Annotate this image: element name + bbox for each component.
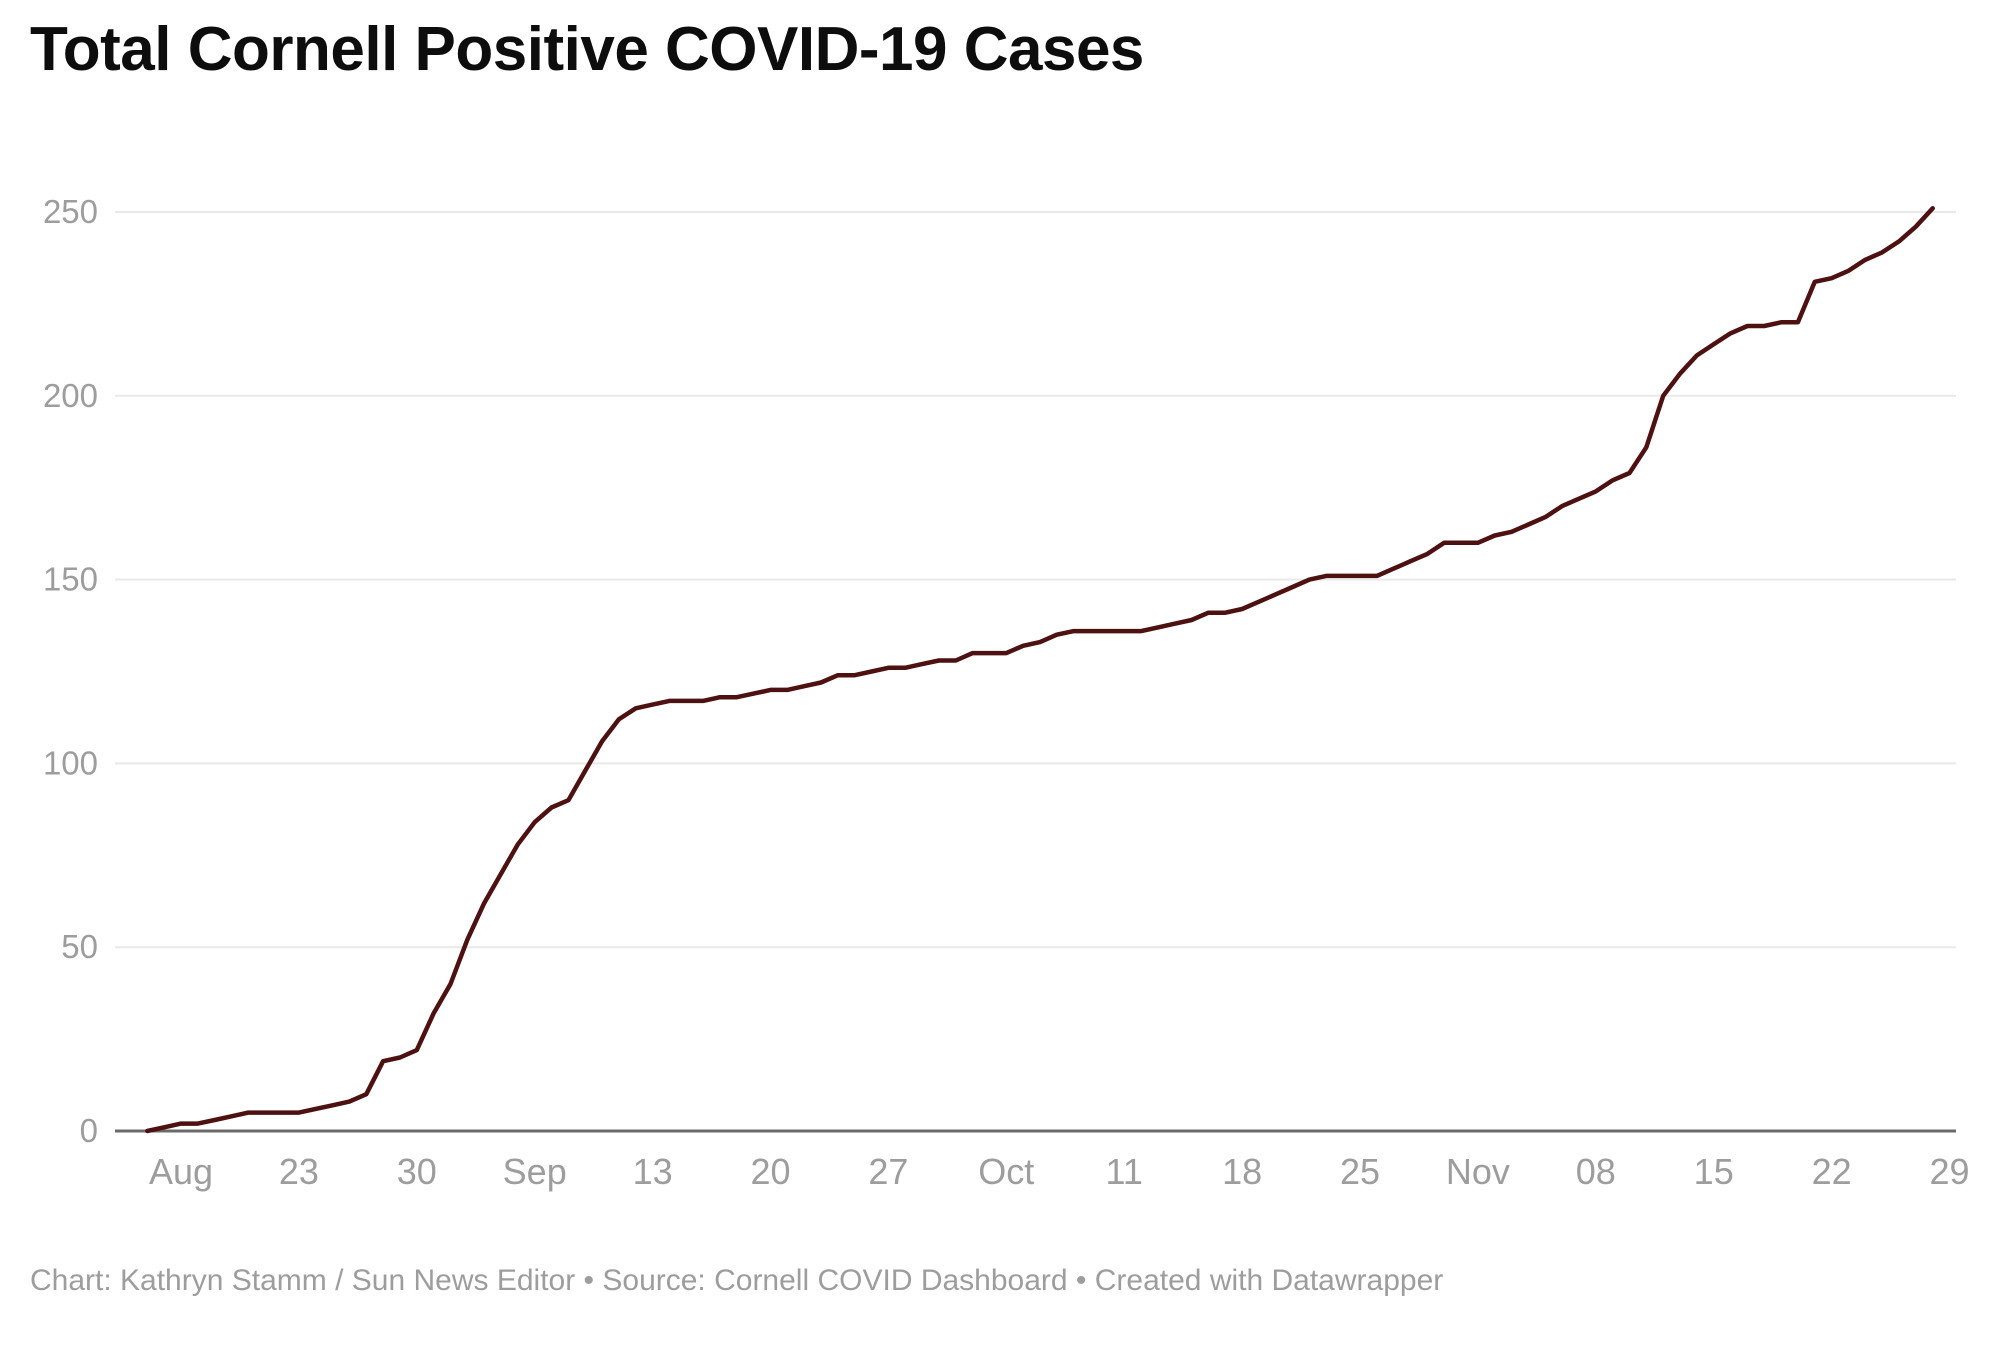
chart-footer-credit: Chart: Kathryn Stamm / Sun News Editor •… bbox=[30, 1264, 1444, 1297]
x-tick-label-18: 18 bbox=[1222, 1151, 1262, 1192]
y-tick-label-150: 150 bbox=[43, 561, 98, 598]
x-tick-label-30: 30 bbox=[397, 1151, 437, 1192]
y-tick-label-200: 200 bbox=[43, 377, 98, 414]
x-tick-label-Aug: Aug bbox=[149, 1151, 213, 1192]
x-tick-label-15: 15 bbox=[1694, 1151, 1734, 1192]
y-tick-label-50: 50 bbox=[61, 928, 98, 965]
y-tick-label-100: 100 bbox=[43, 744, 98, 781]
x-tick-label-23: 23 bbox=[279, 1151, 319, 1192]
y-tick-label-0: 0 bbox=[80, 1112, 98, 1149]
x-tick-label-29: 29 bbox=[1929, 1151, 1969, 1192]
x-tick-label-Nov: Nov bbox=[1446, 1151, 1510, 1192]
series-line-total-cases bbox=[145, 206, 1935, 1134]
x-tick-label-Oct: Oct bbox=[978, 1151, 1034, 1192]
x-tick-label-27: 27 bbox=[868, 1151, 908, 1192]
x-tick-label-Sep: Sep bbox=[503, 1151, 567, 1192]
x-tick-label-20: 20 bbox=[750, 1151, 790, 1192]
x-tick-label-22: 22 bbox=[1812, 1151, 1852, 1192]
chart-title: Total Cornell Positive COVID-19 Cases bbox=[30, 15, 1144, 84]
x-tick-label-08: 08 bbox=[1576, 1151, 1616, 1192]
x-tick-label-11: 11 bbox=[1106, 1151, 1143, 1192]
x-tick-label-25: 25 bbox=[1340, 1151, 1380, 1192]
y-tick-label-250: 250 bbox=[43, 193, 98, 230]
x-tick-label-13: 13 bbox=[633, 1151, 673, 1192]
